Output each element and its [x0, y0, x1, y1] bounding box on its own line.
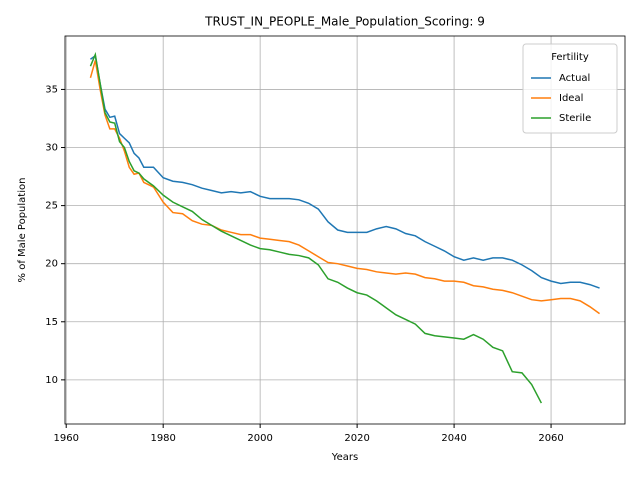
x-tick-label: 2020 — [344, 433, 369, 444]
y-tick-label: 30 — [45, 143, 58, 154]
series-line — [90, 54, 600, 289]
chart-title: TRUST_IN_PEOPLE_Male_Population_Scoring:… — [204, 15, 485, 29]
y-tick-label: 35 — [45, 84, 58, 95]
y-axis-label: % of Male Population — [17, 178, 28, 283]
legend-label: Sterile — [559, 113, 591, 124]
legend-label: Actual — [559, 73, 590, 84]
y-tick-label: 25 — [45, 201, 58, 212]
x-tick-label: 2000 — [247, 433, 272, 444]
legend-title: Fertility — [551, 52, 589, 63]
x-axis-label: Years — [331, 452, 358, 463]
legend-label: Ideal — [559, 93, 583, 104]
series-line — [89, 51, 543, 404]
x-tick-label: 1960 — [53, 433, 78, 444]
x-tick-label: 2060 — [538, 433, 563, 444]
y-tick-label: 10 — [45, 375, 58, 386]
series-line — [89, 60, 600, 315]
x-tick-label: 1980 — [150, 433, 175, 444]
x-tick-label: 2040 — [441, 433, 466, 444]
y-tick-label: 15 — [45, 317, 58, 328]
plot-frame — [64, 35, 626, 425]
legend-box — [522, 43, 618, 134]
y-tick-label: 20 — [45, 259, 58, 270]
